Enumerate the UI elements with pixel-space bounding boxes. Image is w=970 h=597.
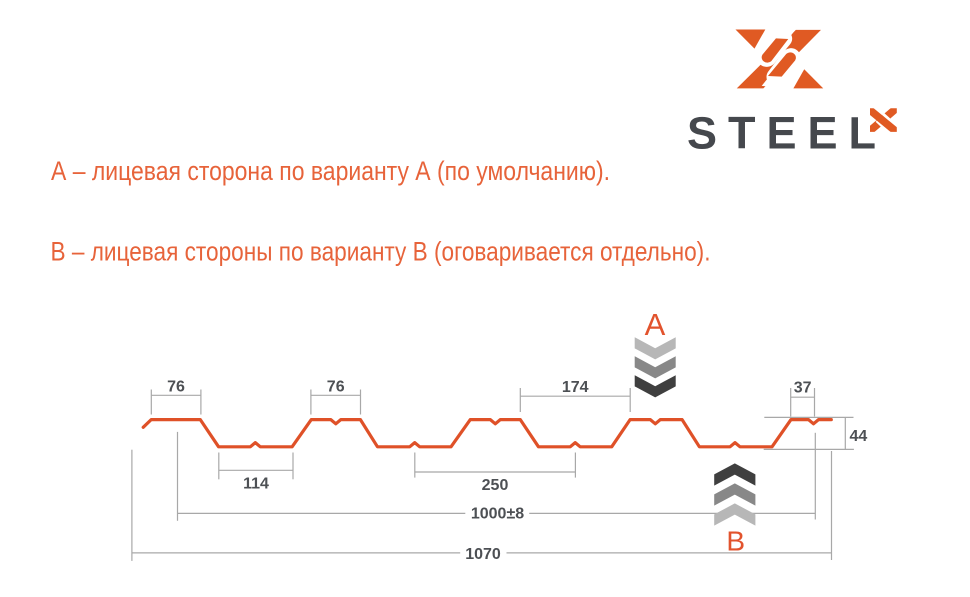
svg-text:1000±8: 1000±8: [471, 506, 524, 523]
svg-text:76: 76: [167, 379, 185, 396]
svg-text:STEEL: STEEL: [687, 107, 887, 158]
svg-text:250: 250: [482, 477, 509, 494]
svg-text:37: 37: [794, 380, 812, 397]
svg-text:76: 76: [327, 379, 345, 396]
svg-text:A: A: [645, 307, 666, 342]
svg-text:1070: 1070: [465, 546, 501, 563]
svg-text:B: B: [726, 526, 745, 557]
svg-text:174: 174: [562, 379, 589, 396]
svg-text:А – лицевая сторона по вариант: А – лицевая сторона по варианту А (по ум…: [51, 156, 610, 186]
svg-text:114: 114: [243, 476, 269, 493]
svg-text:В – лицевая стороны по вариант: В – лицевая стороны по варианту В (огова…: [51, 237, 711, 267]
svg-text:44: 44: [850, 428, 868, 445]
